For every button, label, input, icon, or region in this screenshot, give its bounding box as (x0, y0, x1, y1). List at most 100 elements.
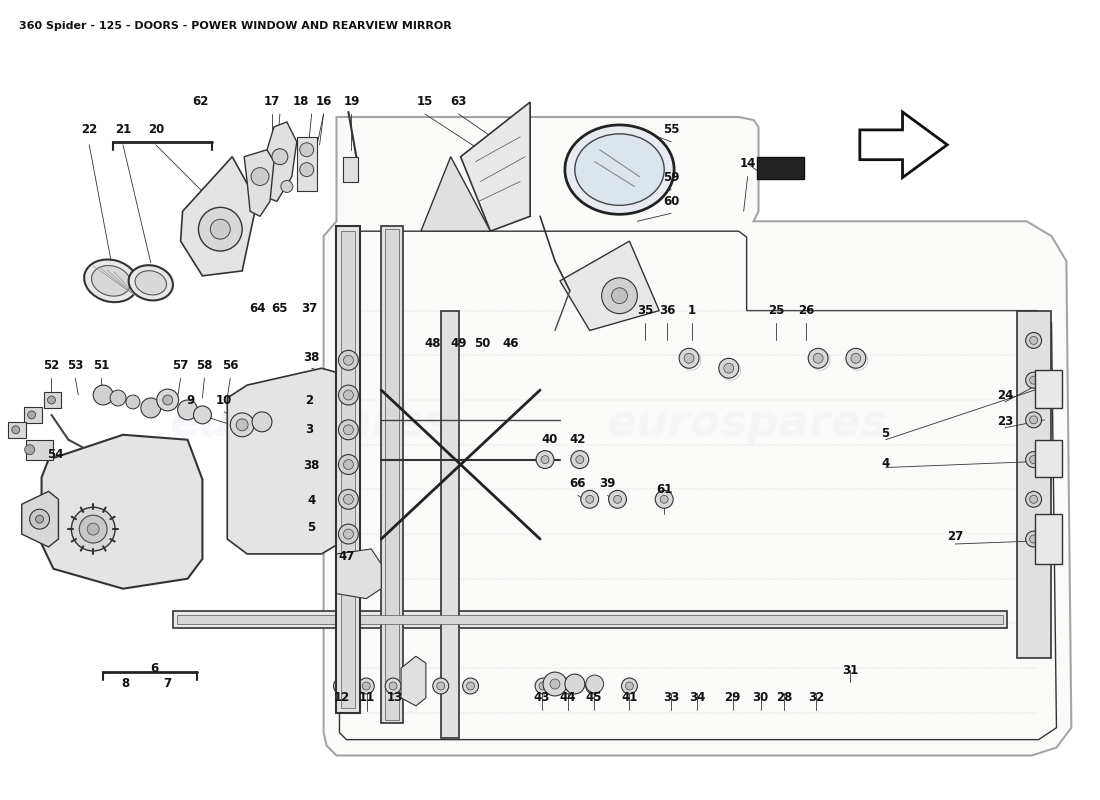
Text: 2: 2 (306, 394, 313, 406)
Circle shape (280, 181, 293, 193)
Circle shape (359, 678, 374, 694)
Bar (177, 614, 1003, 625)
Circle shape (343, 355, 353, 366)
Bar (8, 422, 25, 438)
Circle shape (30, 510, 50, 529)
Text: 33: 33 (663, 691, 680, 705)
Circle shape (35, 515, 44, 523)
Text: 7: 7 (164, 677, 172, 690)
Circle shape (575, 456, 584, 463)
Circle shape (550, 679, 560, 689)
Text: 29: 29 (725, 691, 741, 705)
Circle shape (1025, 491, 1042, 507)
Circle shape (24, 445, 34, 454)
Text: 5: 5 (881, 427, 890, 440)
Circle shape (614, 495, 622, 503)
Bar (757, 157, 804, 178)
Circle shape (608, 490, 627, 508)
Text: 28: 28 (777, 691, 792, 705)
Circle shape (1030, 535, 1037, 543)
Circle shape (585, 678, 602, 694)
Circle shape (343, 390, 353, 400)
Circle shape (194, 406, 211, 424)
Circle shape (1030, 337, 1037, 344)
Circle shape (1025, 531, 1042, 547)
Polygon shape (180, 157, 257, 276)
Text: 31: 31 (842, 664, 858, 677)
Ellipse shape (84, 259, 138, 302)
Polygon shape (337, 549, 382, 598)
Circle shape (808, 348, 828, 368)
Text: 5: 5 (308, 521, 316, 534)
Text: 56: 56 (222, 358, 239, 372)
Circle shape (437, 682, 444, 690)
Circle shape (581, 490, 598, 508)
Text: 37: 37 (301, 302, 318, 315)
Circle shape (851, 354, 861, 363)
Text: 66: 66 (570, 477, 586, 490)
Circle shape (543, 672, 566, 696)
Text: 4: 4 (881, 457, 890, 470)
Text: 38: 38 (304, 459, 320, 472)
Text: 60: 60 (663, 195, 680, 208)
Text: 41: 41 (621, 691, 638, 705)
Circle shape (343, 425, 353, 434)
Circle shape (141, 398, 161, 418)
Bar (1035, 514, 1063, 564)
Text: 61: 61 (656, 483, 672, 496)
Text: 1: 1 (688, 304, 696, 317)
Text: 48: 48 (425, 337, 441, 350)
Text: 4: 4 (308, 494, 316, 506)
Bar (385, 229, 399, 720)
Ellipse shape (565, 125, 674, 214)
Bar (44, 392, 62, 408)
Text: 26: 26 (798, 304, 814, 317)
Circle shape (1025, 412, 1042, 428)
Text: eurospares: eurospares (169, 402, 450, 446)
Circle shape (339, 350, 359, 370)
Bar (343, 157, 359, 182)
Bar (173, 610, 1006, 629)
Circle shape (602, 278, 637, 314)
Text: 27: 27 (947, 530, 964, 542)
Text: 49: 49 (450, 337, 466, 350)
Circle shape (79, 515, 107, 543)
Circle shape (338, 682, 345, 690)
Circle shape (47, 396, 55, 404)
Text: 11: 11 (360, 691, 375, 705)
Text: 65: 65 (272, 302, 288, 315)
Polygon shape (244, 150, 274, 216)
Text: 25: 25 (768, 304, 784, 317)
Text: 12: 12 (333, 691, 350, 705)
Circle shape (571, 450, 588, 469)
Circle shape (177, 400, 198, 420)
Circle shape (466, 682, 474, 690)
Bar (1035, 370, 1063, 408)
Ellipse shape (135, 270, 166, 295)
Polygon shape (402, 656, 426, 706)
Text: 34: 34 (689, 691, 705, 705)
Circle shape (12, 426, 20, 434)
Circle shape (385, 678, 402, 694)
Text: 58: 58 (196, 358, 212, 372)
Text: 36: 36 (659, 304, 675, 317)
Text: 38: 38 (304, 350, 320, 364)
Circle shape (339, 524, 359, 544)
Circle shape (463, 678, 478, 694)
Circle shape (163, 395, 173, 405)
Circle shape (1025, 333, 1042, 348)
Ellipse shape (129, 265, 173, 301)
Ellipse shape (91, 266, 131, 296)
Text: 24: 24 (997, 389, 1013, 402)
Polygon shape (323, 117, 1071, 755)
Circle shape (684, 354, 694, 363)
Circle shape (586, 495, 594, 503)
Text: 19: 19 (343, 94, 360, 107)
Circle shape (339, 490, 359, 510)
Circle shape (299, 162, 314, 177)
Circle shape (94, 385, 113, 405)
Circle shape (1025, 452, 1042, 467)
Circle shape (565, 674, 585, 694)
Text: 21: 21 (114, 123, 131, 136)
Circle shape (28, 411, 35, 419)
